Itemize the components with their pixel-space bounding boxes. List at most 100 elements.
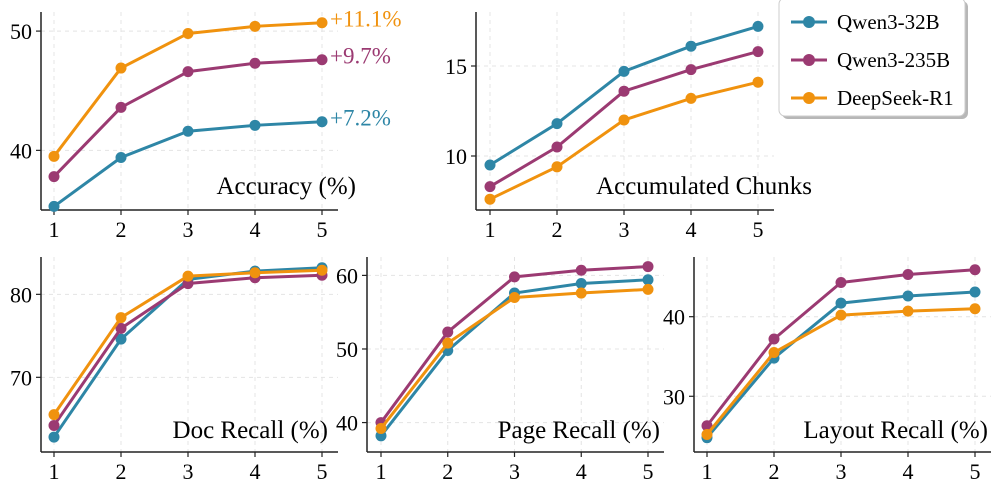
series-deepseek-r1 <box>484 76 764 205</box>
x-tick-label: 5 <box>317 217 328 242</box>
y-tick-label: 50 <box>336 337 358 362</box>
data-point-deepseek-r1 <box>551 161 563 173</box>
data-point-qwen3-235b <box>509 271 520 283</box>
x-tick-label: 3 <box>619 217 630 242</box>
data-point-deepseek-r1 <box>752 76 764 88</box>
data-point-qwen3-235b <box>551 141 563 153</box>
legend-marker-qwen3-32b <box>803 16 815 28</box>
y-tick-label: 50 <box>10 19 32 44</box>
x-tick-label: 3 <box>183 217 194 242</box>
series-qwen3-32b <box>48 116 328 212</box>
improvement-label-qwen3-235b: +9.7% <box>330 44 391 69</box>
panel-doc-recall: 1 2 3 4 5 70 80 Doc Recall (%) <box>10 257 338 484</box>
data-point-qwen3-235b <box>48 171 60 183</box>
data-point-qwen3-235b <box>182 66 194 78</box>
data-point-deepseek-r1 <box>115 62 127 74</box>
legend-label-qwen3-235b: Qwen3-235B <box>837 48 950 72</box>
x-tick-label: 1 <box>49 217 60 242</box>
data-point-qwen3-32b <box>48 431 60 443</box>
series-qwen3-235b <box>48 54 328 183</box>
data-point-deepseek-r1 <box>509 291 520 303</box>
y-tick-label: 30 <box>663 384 685 409</box>
data-point-deepseek-r1 <box>182 270 194 282</box>
data-point-deepseek-r1 <box>768 347 780 359</box>
data-point-qwen3-235b <box>618 85 630 97</box>
data-point-qwen3-32b <box>835 297 847 309</box>
data-point-qwen3-32b <box>752 20 764 32</box>
data-point-qwen3-235b <box>115 322 127 334</box>
data-point-qwen3-32b <box>115 152 127 164</box>
series-qwen3-32b <box>484 20 764 171</box>
series-qwen3-235b <box>701 264 981 432</box>
data-point-deepseek-r1 <box>969 303 981 315</box>
data-point-deepseek-r1 <box>685 92 697 104</box>
data-point-qwen3-235b <box>48 419 60 431</box>
x-tick-label: 1 <box>702 459 713 484</box>
x-tick-label: 5 <box>970 459 981 484</box>
improvement-label-qwen3-32b: +7.2% <box>330 106 391 131</box>
data-point-qwen3-235b <box>642 261 654 273</box>
data-point-qwen3-235b <box>685 64 697 76</box>
data-point-qwen3-32b <box>484 159 496 171</box>
series-qwen3-32b <box>701 286 981 444</box>
panel-title: Page Recall (%) <box>498 417 660 444</box>
y-tick-label: 70 <box>10 365 32 390</box>
panels: 1 2 3 4 5 40 50 Accuracy (%) +7.2% +9.7% +11.1% 1 2 3… <box>10 7 991 484</box>
data-point-qwen3-32b <box>685 40 697 52</box>
data-point-qwen3-235b <box>752 46 764 58</box>
series-line-deepseek-r1 <box>379 287 649 430</box>
data-point-qwen3-235b <box>249 57 261 69</box>
data-point-deepseek-r1 <box>575 287 587 299</box>
x-tick-label: 1 <box>49 459 60 484</box>
data-point-qwen3-32b <box>902 290 914 302</box>
data-point-qwen3-32b <box>316 116 328 128</box>
x-tick-label: 3 <box>509 459 520 484</box>
data-point-deepseek-r1 <box>48 409 60 421</box>
series-deepseek-r1 <box>375 283 654 434</box>
series-deepseek-r1 <box>48 17 328 162</box>
data-point-qwen3-235b <box>768 333 780 345</box>
data-point-deepseek-r1 <box>902 305 914 317</box>
x-tick-label: 5 <box>753 217 764 242</box>
improvement-label-deepseek-r1: +11.1% <box>330 7 402 32</box>
y-tick-label: 15 <box>445 54 467 79</box>
data-point-qwen3-235b <box>115 101 127 113</box>
legend-label-deepseek-r1: DeepSeek-R1 <box>837 86 954 110</box>
x-tick-label: 4 <box>903 459 914 484</box>
data-point-qwen3-235b <box>484 181 496 193</box>
data-point-qwen3-32b <box>618 65 630 77</box>
legend-marker-qwen3-235b <box>803 54 815 66</box>
x-tick-label: 4 <box>250 217 261 242</box>
panel-title: Accuracy (%) <box>217 173 357 200</box>
x-tick-label: 4 <box>250 459 261 484</box>
data-point-qwen3-32b <box>182 125 194 137</box>
data-point-deepseek-r1 <box>316 264 328 276</box>
legend-label-qwen3-32b: Qwen3-32B <box>837 10 940 34</box>
panel-layout-recall: 1 2 3 4 5 30 40 Layout Recall (%) <box>663 257 991 484</box>
series-deepseek-r1 <box>701 303 981 440</box>
data-point-qwen3-32b <box>115 333 127 345</box>
y-tick-label: 60 <box>336 263 358 288</box>
y-tick-label: 40 <box>336 411 358 436</box>
data-point-deepseek-r1 <box>701 428 713 440</box>
x-tick-label: 3 <box>836 459 847 484</box>
x-tick-label: 2 <box>552 217 563 242</box>
x-tick-label: 5 <box>643 459 654 484</box>
data-point-deepseek-r1 <box>249 267 261 279</box>
data-point-qwen3-32b <box>249 119 261 131</box>
data-point-qwen3-235b <box>316 54 328 66</box>
legend-box <box>778 0 966 117</box>
data-point-deepseek-r1 <box>249 20 261 32</box>
panel-accuracy: 1 2 3 4 5 40 50 Accuracy (%) +7.2% +9.7% +11.1% <box>10 7 402 242</box>
data-point-deepseek-r1 <box>442 337 454 349</box>
data-point-qwen3-32b <box>48 200 60 212</box>
data-point-qwen3-32b <box>551 118 563 130</box>
panel-title: Accumulated Chunks <box>596 173 812 200</box>
y-tick-label: 10 <box>445 144 467 169</box>
data-point-qwen3-235b <box>969 264 981 276</box>
data-point-deepseek-r1 <box>618 114 630 126</box>
x-tick-label: 3 <box>183 459 194 484</box>
x-tick-label: 2 <box>442 459 453 484</box>
data-point-deepseek-r1 <box>835 309 847 321</box>
